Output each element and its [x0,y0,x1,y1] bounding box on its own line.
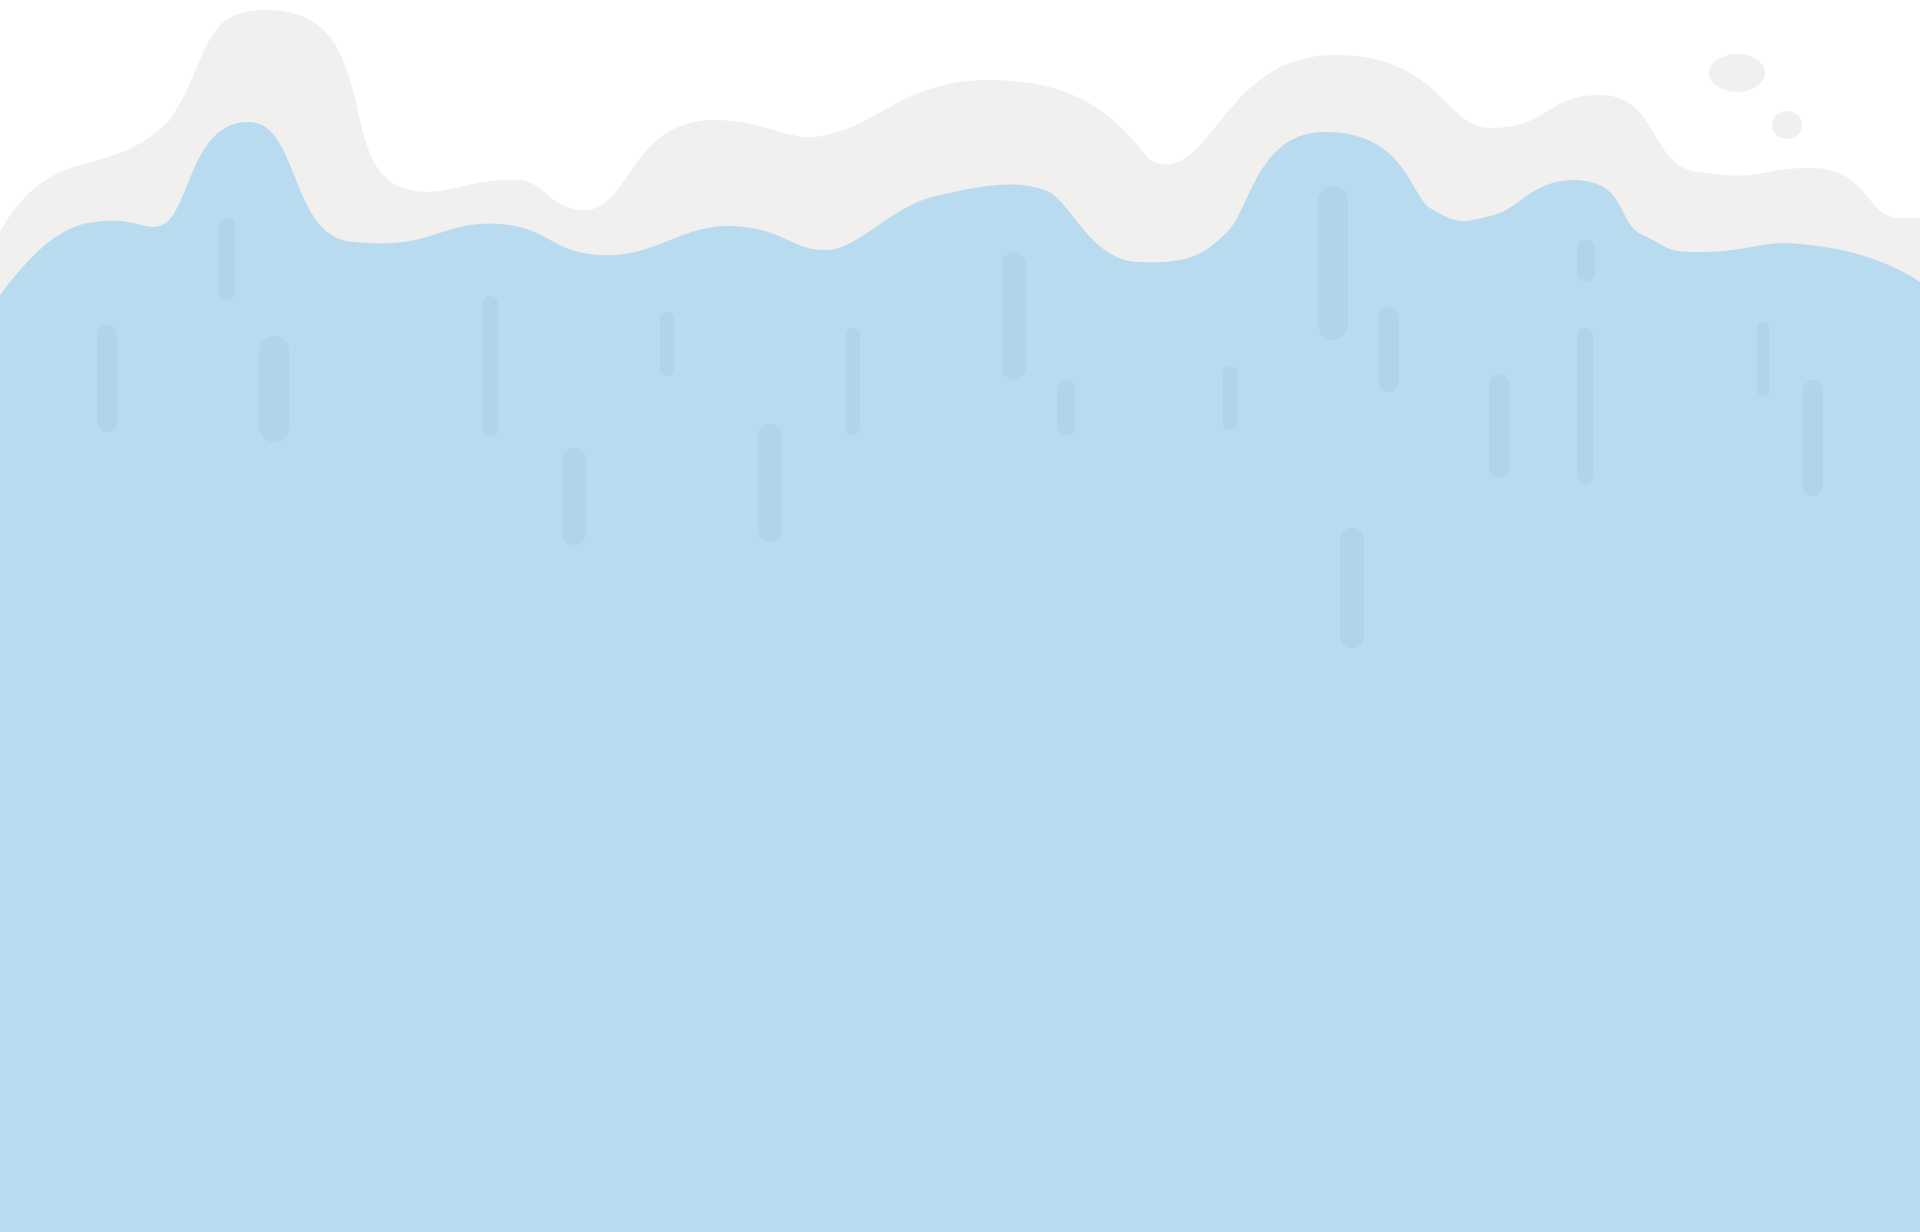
drip-mark [259,336,289,442]
drip-mark [1803,380,1823,496]
drip-mark [758,424,782,542]
drip-mark [562,448,586,545]
snow-pebble [1772,111,1802,139]
water-wave [0,121,1920,1232]
drip-mark [97,325,117,432]
snow-pebbles [1709,54,1802,139]
drip-mark [1002,252,1026,380]
drip-mark [660,312,674,376]
drip-mark [1379,307,1399,392]
drip-marks [97,186,1823,648]
drip-mark [1489,374,1509,478]
snow-pebble [1709,54,1765,92]
drip-mark [1757,322,1769,396]
drip-mark [1057,380,1075,435]
drip-mark [846,328,860,435]
drip-mark [1577,328,1593,484]
drip-mark [1223,366,1237,430]
drip-mark [1340,528,1364,648]
drip-mark [1577,240,1595,282]
drip-mark [219,218,235,300]
drip-mark [1318,186,1348,340]
drip-mark [482,296,498,436]
